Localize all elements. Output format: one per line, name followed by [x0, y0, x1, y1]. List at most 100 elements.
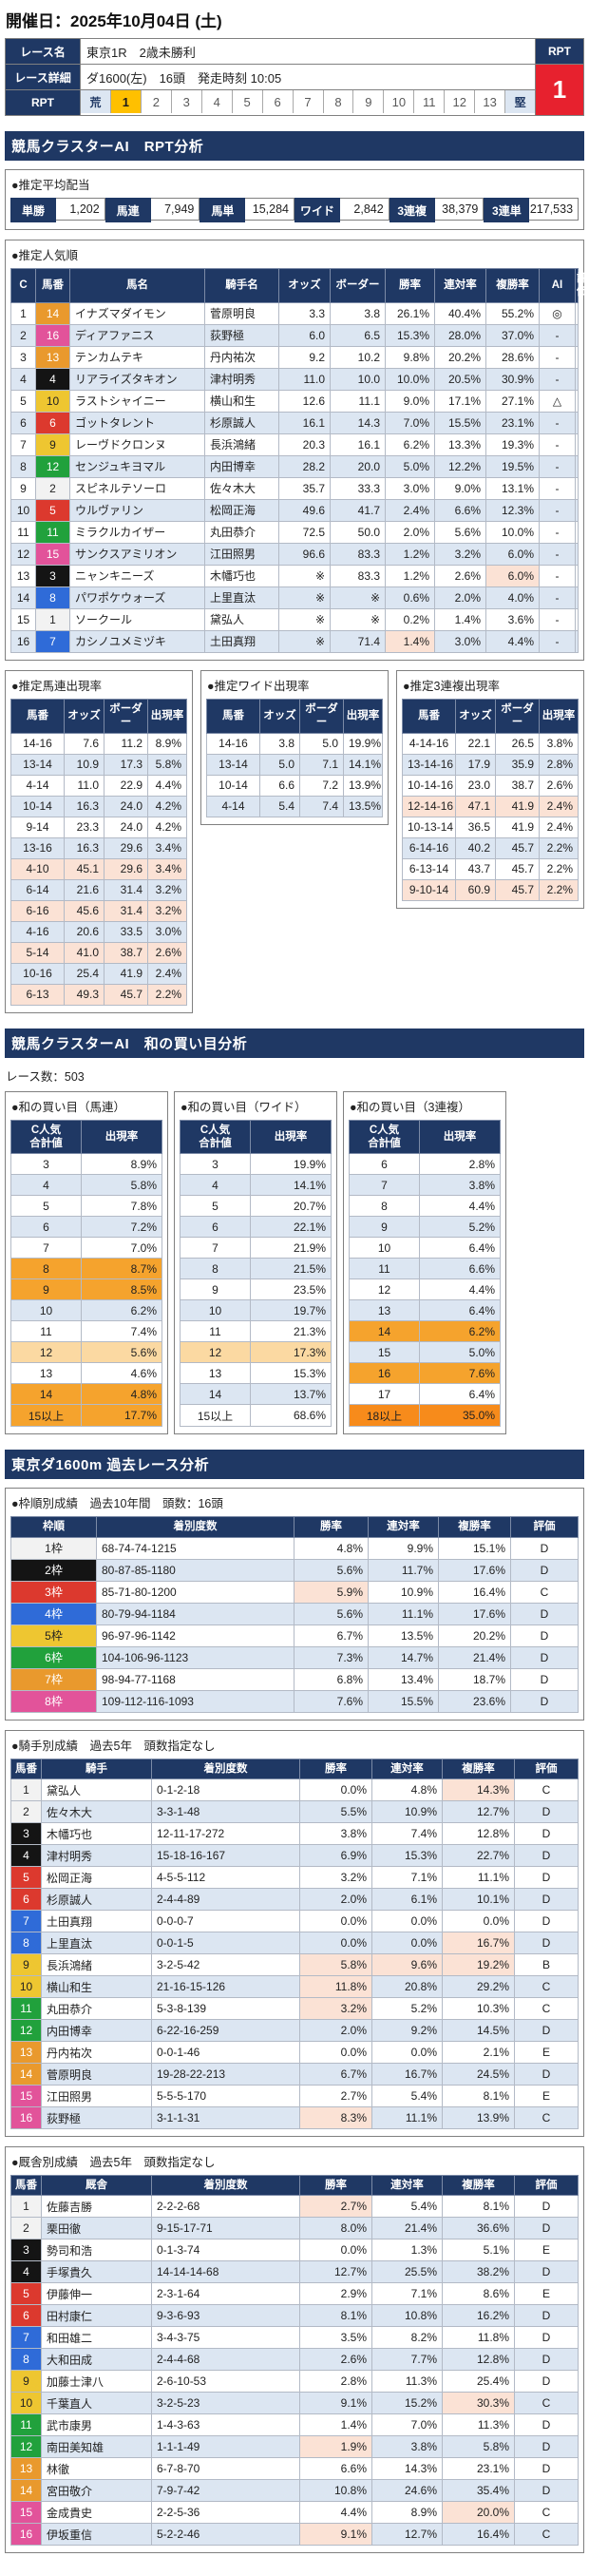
column-header: 出現率	[419, 1119, 501, 1155]
horse-number-badge: 7	[10, 1910, 42, 1932]
popularity-rank: 9	[10, 476, 36, 500]
person-name: 栗田徹	[41, 2217, 152, 2240]
quinella-rate: 10.9%	[371, 1800, 443, 1823]
horse-name: ディアファニス	[69, 323, 205, 347]
horse-number-badge: 6	[35, 411, 70, 434]
table-row: 10-14 6.6 7.2 13.9%	[206, 774, 383, 797]
table-row: 14 菅原明良 19-28-22-213 6.7% 16.7% 24.5% D	[10, 2063, 579, 2086]
quinella-rate: 7.1%	[371, 2282, 443, 2306]
horse-number-badge: 3	[10, 1822, 42, 1845]
finish-record: 2-4-4-68	[151, 2348, 300, 2372]
eval-grade: D	[514, 2413, 579, 2437]
c-popularity-sum: 17	[349, 1383, 420, 1406]
table-row: 3 勢司和浩 0-1-3-74 0.0% 1.3% 5.1% E	[10, 2239, 579, 2262]
quinella-rate: 3.2%	[434, 542, 486, 566]
occurrence-rate: 19.9%	[343, 732, 383, 755]
occurrence-rate: 35.0%	[419, 1404, 501, 1428]
column-header: 勝率	[294, 1516, 369, 1538]
jockey-name: 津村明秀	[204, 367, 279, 391]
combo-numbers: 10-14	[10, 795, 65, 817]
popularity-rank: 15	[10, 607, 36, 631]
show-rate: 5.8%	[442, 2435, 515, 2459]
show-rate: 6.0%	[485, 564, 540, 587]
win-rate: 4.4%	[299, 2501, 372, 2525]
column-header: 複勝率	[485, 268, 540, 303]
person-name: 横山和生	[41, 1975, 152, 1998]
horse-number-badge: 7	[35, 629, 70, 653]
show-rate: 10.1%	[442, 1888, 515, 1911]
table-row: 3 木幡巧也 12-11-17-272 3.8% 7.4% 12.8% D	[10, 1822, 579, 1845]
c-popularity-sum: 13	[10, 1362, 82, 1385]
odds-value: 5.0	[259, 753, 300, 776]
odds-value: 11.0	[278, 367, 331, 391]
occurrence-rate: 5.6%	[81, 1341, 162, 1364]
umaren-box: ●推定馬連出現率 馬番 オッズ ボーダー 出現率 14-16 7.6 11.2 8.9% 13-…	[5, 669, 193, 1013]
occurrence-rate: 17.7%	[81, 1404, 162, 1428]
rpt-scale-cell: 5	[233, 90, 263, 113]
c-popularity-sum: 11	[349, 1258, 420, 1280]
odds-value: ※	[278, 607, 331, 631]
eval-grade: C	[514, 2523, 579, 2547]
horse-number-badge: 4	[10, 2260, 42, 2284]
table-row: 6-14-16 40.2 45.7 2.2%	[402, 836, 579, 859]
quinella-rate: 8.9%	[371, 2501, 443, 2525]
person-name: 木幡巧也	[41, 1822, 152, 1845]
show-rate: 22.7%	[442, 1844, 515, 1867]
wa-tables-row: ●和の買い目（馬連） C人気 合計値 出現率 3 8.9% 4 5.8% 5 7.8% 6 7.2% 7…	[5, 1090, 584, 1435]
horse-number-badge: 12	[10, 2435, 42, 2459]
finish-record: 14-14-14-68	[151, 2260, 300, 2284]
horse-name: サンクスアミリオン	[69, 542, 205, 566]
column-header: 出現率	[343, 698, 383, 734]
c-popularity-sum: 5	[180, 1195, 251, 1218]
person-name: 宮田敬介	[41, 2479, 152, 2503]
rpt-scale-cell: 荒 1 2 3 4 5 6 7 8 9 10 11 12 13 堅	[80, 89, 536, 116]
occurrence-rate: 21.9%	[250, 1237, 332, 1259]
c-popularity-sum: 14	[10, 1383, 82, 1406]
c-popularity-sum: 7	[349, 1174, 420, 1197]
eval-grade: D	[514, 2019, 579, 2042]
horse-name: パワポケウォーズ	[69, 586, 205, 609]
column-header: 着別度数	[151, 1758, 300, 1780]
horse-number-badge: 9	[10, 2370, 42, 2393]
eval-grade: D	[575, 367, 579, 391]
table-row: 10 6.4%	[349, 1237, 501, 1259]
table-row: 4 手塚貴久 14-14-14-68 12.7% 25.5% 38.2% D	[10, 2260, 579, 2284]
horse-number-badge: 1	[10, 1778, 42, 1801]
border-value: 14.3	[330, 411, 386, 434]
combo-numbers: 10-16	[10, 962, 65, 985]
section-title-past-race: 東京ダ1600m 過去レース分析	[5, 1450, 584, 1480]
quinella-rate: 16.7%	[371, 2063, 443, 2086]
horse-name: ソークール	[69, 607, 205, 631]
table-row: 2枠 80-87-85-1180 5.6% 11.7% 17.6% D	[10, 1558, 579, 1582]
c-popularity-sum: 3	[180, 1153, 251, 1176]
rpt-scale-cell: 10	[384, 90, 415, 113]
rpt-scale-cell: 9	[353, 90, 385, 113]
occurrence-rate: 3.4%	[147, 857, 187, 880]
frame-number-badge: 3枠	[10, 1580, 97, 1604]
combo-numbers: 4-16	[10, 920, 65, 943]
eval-grade: D	[514, 2348, 579, 2372]
column-header: 馬番	[35, 268, 70, 303]
jockey-name: 横山和生	[204, 389, 279, 413]
table-row: 10-14-16 23.0 38.7 2.6%	[402, 774, 579, 797]
table-row: 12 4.4%	[349, 1278, 501, 1301]
occurrence-tables-row: ●推定馬連出現率 馬番 オッズ ボーダー 出現率 14-16 7.6 11.2 8.9% 13-…	[5, 669, 584, 1013]
quinella-rate: 20.2%	[434, 345, 486, 369]
table-row: 2 佐々木大 3-3-1-48 5.5% 10.9% 12.7% D	[10, 1800, 579, 1823]
occurrence-rate: 2.8%	[419, 1153, 501, 1176]
c-popularity-sum: 9	[180, 1278, 251, 1301]
horse-number-badge: 1	[35, 607, 70, 631]
horse-number-badge: 7	[10, 2326, 42, 2350]
win-rate: 6.8%	[294, 1667, 369, 1691]
stable-results-box: ●厩舎別成績 過去5年 頭数指定なし 馬番 厩舎 着別度数 勝率 連対率 複勝率 評価 1 佐藤…	[5, 2146, 584, 2554]
finish-record: 15-18-16-167	[151, 1844, 300, 1867]
ai-mark: -	[539, 345, 576, 369]
frame-number-badge: 8枠	[10, 1689, 97, 1713]
frame-number-badge: 4枠	[10, 1602, 97, 1625]
finish-record: 6-22-16-259	[151, 2019, 300, 2042]
eval-grade: E	[575, 542, 579, 566]
eval-grade: D	[510, 1689, 579, 1713]
